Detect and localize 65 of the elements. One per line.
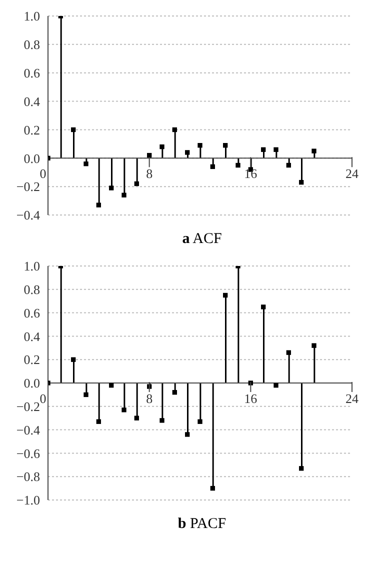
y-tick-label: 0.8 — [24, 37, 40, 52]
point — [198, 143, 202, 148]
y-tick-label: 0.4 — [24, 94, 40, 109]
y-tick-label: 0.2 — [24, 352, 40, 368]
point — [260, 304, 266, 310]
point — [134, 181, 140, 186]
point — [84, 161, 88, 166]
x-tick-label: 8 — [146, 391, 153, 406]
point — [70, 357, 76, 362]
x-tick-label: 24 — [346, 391, 359, 406]
point — [108, 186, 114, 190]
y-tick-label: 0.6 — [24, 305, 40, 320]
point — [70, 127, 76, 132]
y-tick-label: 0.4 — [24, 328, 40, 344]
point — [96, 419, 102, 424]
point — [160, 418, 164, 423]
y-tick-label: 0.2 — [24, 122, 40, 138]
point — [210, 486, 216, 491]
point — [236, 162, 240, 168]
point — [134, 416, 140, 420]
point — [298, 466, 304, 471]
point — [210, 164, 216, 170]
y-tick-label: −0.4 — [16, 208, 40, 223]
point — [184, 150, 190, 155]
y-tick-label: 1.0 — [24, 258, 40, 274]
y-tick-label: −0.4 — [16, 422, 40, 438]
y-tick-label: 0.8 — [24, 282, 40, 298]
point — [172, 127, 178, 132]
point — [312, 343, 316, 348]
x-axis-title: a ACF — [182, 231, 222, 247]
point — [146, 152, 152, 158]
x-tick-label: 16 — [244, 166, 258, 182]
point — [84, 392, 88, 398]
y-tick-label: −0.2 — [16, 399, 40, 414]
point — [222, 143, 228, 148]
point — [122, 192, 126, 198]
y-tick-label: −0.2 — [16, 179, 40, 194]
x-tick-label: 0 — [40, 391, 46, 406]
point — [312, 148, 316, 154]
x-axis-title: b PACF — [178, 516, 226, 532]
y-tick-label: −0.8 — [16, 469, 40, 484]
point — [274, 147, 278, 152]
y-tick-label: 0.6 — [24, 65, 40, 80]
y-tick-label: 0.0 — [24, 150, 40, 166]
point — [108, 382, 114, 388]
y-tick-label: 1.0 — [24, 8, 40, 24]
point — [96, 202, 102, 208]
point — [160, 144, 164, 150]
x-tick-label: 0 — [40, 166, 46, 182]
point — [298, 180, 304, 185]
point — [172, 390, 178, 395]
point — [184, 432, 190, 437]
point — [122, 408, 126, 412]
y-tick-label: −1.0 — [16, 492, 40, 508]
point — [286, 162, 292, 168]
x-tick-label: 16 — [244, 391, 258, 406]
y-tick-label: 0.0 — [24, 376, 40, 391]
x-tick-label: 24 — [346, 166, 359, 182]
y-tick-label: −0.6 — [16, 446, 40, 461]
point — [222, 292, 228, 298]
point — [198, 419, 202, 424]
point — [286, 350, 292, 355]
point — [274, 382, 278, 388]
x-tick-label: 8 — [146, 166, 153, 182]
point — [260, 147, 266, 152]
